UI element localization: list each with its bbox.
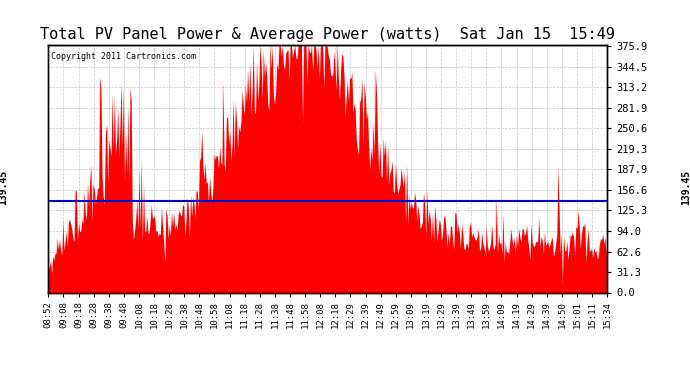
Text: 139.45: 139.45 xyxy=(682,170,690,205)
Title: Total PV Panel Power & Average Power (watts)  Sat Jan 15  15:49: Total PV Panel Power & Average Power (wa… xyxy=(40,27,615,42)
Text: 139.45: 139.45 xyxy=(0,170,8,205)
Text: Copyright 2011 Cartronics.com: Copyright 2011 Cartronics.com xyxy=(51,53,196,62)
